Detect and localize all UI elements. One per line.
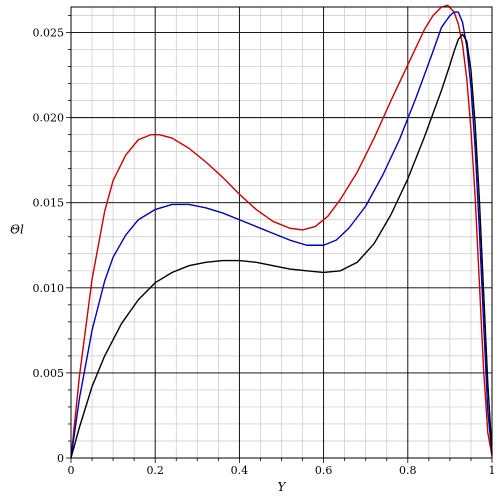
x-axis-title: Y [278, 480, 287, 494]
x-tick-marks [70, 458, 493, 463]
x-tick-label: 0.6 [315, 464, 333, 477]
y-tick-label: 0 [57, 452, 64, 465]
series-line-3 [70, 33, 493, 459]
series-layer [70, 4, 493, 459]
x-tick-labels: 0 0.2 0.4 0.6 0.8 1 [68, 464, 496, 477]
x-tick-label: 1 [489, 464, 496, 477]
minor-grid [70, 7, 493, 459]
y-tick-label: 0.015 [33, 197, 65, 210]
y-tick-label: 0.020 [33, 112, 65, 125]
y-tick-label: 0.005 [33, 367, 65, 380]
series-line-1 [70, 4, 493, 459]
y-tick-label: 0.010 [33, 282, 65, 295]
x-tick-label: 0 [68, 464, 75, 477]
series-line-2 [70, 11, 493, 459]
y-tick-label: 0.025 [33, 27, 65, 40]
y-axis-title: Θl [10, 222, 24, 236]
y-tick-labels: 0 0.005 0.010 0.015 0.020 0.025 [33, 27, 65, 465]
y-tick-marks [66, 15, 71, 459]
x-tick-label: 0.2 [146, 464, 164, 477]
x-tick-label: 0.4 [231, 464, 249, 477]
x-tick-label: 0.8 [399, 464, 417, 477]
